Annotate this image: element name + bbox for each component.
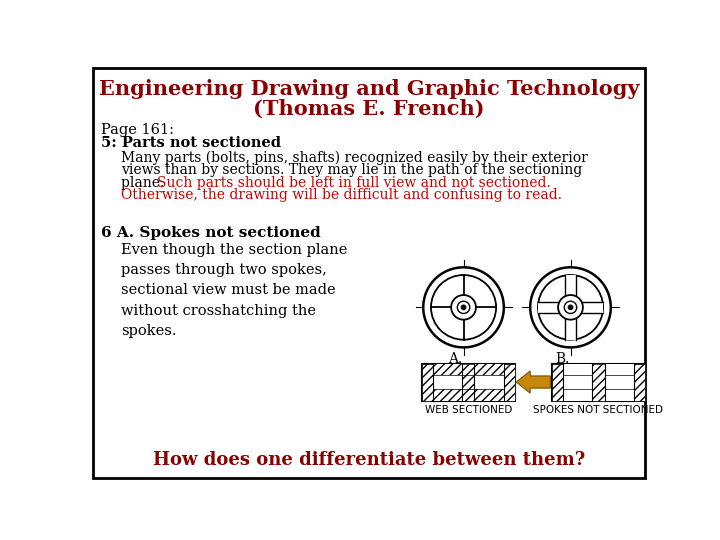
Text: spokes.: spokes. [121, 323, 176, 338]
Text: (Thomas E. French): (Thomas E. French) [253, 99, 485, 119]
Circle shape [558, 295, 583, 320]
Bar [433, 389, 504, 401]
Text: SPOKES NOT SECTIONED: SPOKES NOT SECTIONED [534, 405, 663, 415]
Circle shape [462, 305, 466, 309]
Text: Even though the section plane: Even though the section plane [121, 244, 347, 258]
Circle shape [530, 267, 611, 347]
Bar [422, 363, 433, 401]
Text: Such parts should be left in full view and not sectioned.: Such parts should be left in full view a… [158, 176, 552, 190]
Bar [563, 363, 634, 401]
Text: without crosshatching the: without crosshatching the [121, 303, 316, 318]
Bar [462, 363, 474, 401]
Bar [552, 363, 563, 401]
Bar [552, 363, 645, 401]
Text: passes through two spokes,: passes through two spokes, [121, 264, 327, 278]
Bar [504, 363, 515, 401]
Text: 6 A. Spokes not sectioned: 6 A. Spokes not sectioned [101, 226, 320, 240]
Text: Page 161:: Page 161: [101, 123, 174, 137]
Circle shape [423, 267, 504, 347]
Circle shape [457, 301, 469, 314]
Text: A.: A. [448, 352, 462, 366]
Text: WEB SECTIONED: WEB SECTIONED [425, 405, 512, 415]
Text: B.: B. [555, 352, 570, 366]
Circle shape [451, 295, 476, 320]
Text: Engineering Drawing and Graphic Technology: Engineering Drawing and Graphic Technolo… [99, 79, 639, 99]
Bar [538, 302, 603, 313]
Bar [565, 275, 576, 340]
Text: sectional view must be made: sectional view must be made [121, 284, 336, 298]
Text: 5: Parts not sectioned: 5: Parts not sectioned [101, 136, 281, 150]
Bar [433, 363, 504, 375]
Circle shape [538, 275, 603, 340]
Text: Many parts (bolts, pins, shafts) recognized easily by their exterior: Many parts (bolts, pins, shafts) recogni… [121, 151, 588, 165]
Bar [422, 363, 515, 401]
Text: plane.: plane. [121, 176, 168, 190]
Bar [433, 375, 504, 389]
FancyArrow shape [516, 371, 550, 393]
Text: How does one differentiate between them?: How does one differentiate between them? [153, 451, 585, 469]
Circle shape [431, 275, 496, 340]
Bar [634, 363, 645, 401]
Circle shape [564, 301, 577, 314]
Circle shape [568, 305, 573, 309]
Bar [593, 363, 605, 401]
Text: views than by sections. They may lie in the path of the sectioning: views than by sections. They may lie in … [121, 164, 582, 177]
Text: Otherwise, the drawing will be difficult and confusing to read.: Otherwise, the drawing will be difficult… [121, 188, 562, 202]
